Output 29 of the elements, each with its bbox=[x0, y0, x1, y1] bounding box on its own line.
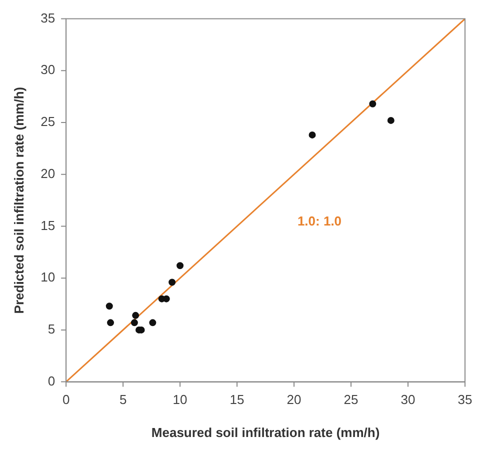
y-tick-label: 0 bbox=[48, 373, 56, 388]
point bbox=[369, 100, 376, 108]
point bbox=[168, 278, 176, 286]
x-axis-title: Measured soil infiltration rate (mm/h) bbox=[151, 424, 380, 440]
y-tick-label: 25 bbox=[40, 114, 56, 130]
y-tick-label: 5 bbox=[48, 322, 56, 337]
point bbox=[132, 312, 140, 319]
y-tick-label: 15 bbox=[40, 218, 56, 233]
y-tick-label: 35 bbox=[40, 10, 56, 26]
point bbox=[308, 131, 316, 138]
point bbox=[149, 319, 156, 326]
x-tick-label: 25 bbox=[344, 392, 358, 408]
x-tick-label: 20 bbox=[286, 392, 302, 408]
x-tick-label: 5 bbox=[119, 392, 127, 408]
point bbox=[106, 302, 113, 310]
x-tick-label: 35 bbox=[458, 392, 472, 408]
point bbox=[130, 319, 138, 326]
x-tick-label: 30 bbox=[400, 392, 416, 408]
point bbox=[107, 319, 114, 326]
x-tick-label: 10 bbox=[172, 392, 188, 408]
point bbox=[387, 116, 394, 124]
y-tick-label: 30 bbox=[40, 62, 56, 78]
y-tick-label: 20 bbox=[40, 166, 56, 181]
y-axis-title: Predicted soil infiltration rate (mm/h) bbox=[11, 86, 26, 314]
x-tick-label: 15 bbox=[230, 392, 244, 408]
x-tick-label: 0 bbox=[62, 392, 70, 408]
annotation: 1.0: 1.0 bbox=[297, 214, 342, 229]
point bbox=[176, 262, 184, 270]
y-tick-label: 10 bbox=[40, 270, 56, 285]
